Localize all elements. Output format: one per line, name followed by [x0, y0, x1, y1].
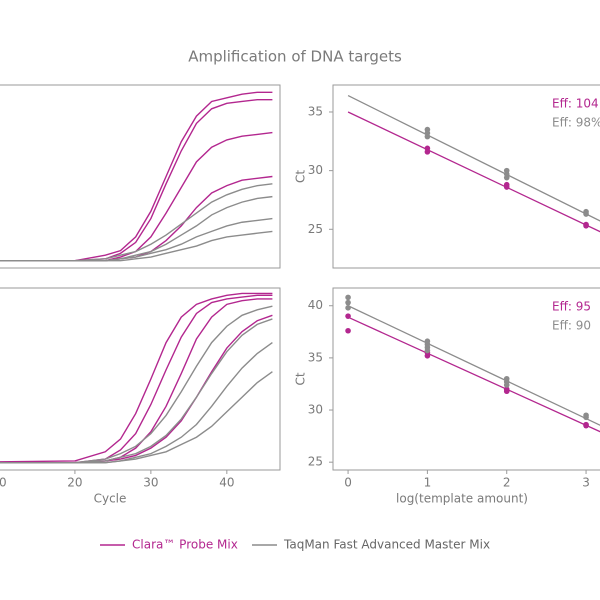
amplification-curve [0, 305, 273, 464]
data-point [345, 313, 351, 319]
data-point [503, 388, 510, 395]
y-tick-label: 40 [308, 298, 323, 312]
fit-line [347, 316, 600, 433]
y-tick-label: 30 [308, 163, 323, 177]
amplification-curve [0, 183, 273, 262]
data-point [583, 211, 589, 217]
amplification-curve [0, 175, 273, 262]
legend-label: TaqMan Fast Advanced Master Mix [283, 538, 490, 552]
figure-title: Amplification of DNA targets [188, 48, 402, 66]
plot-frame [0, 287, 281, 471]
plot-frame [332, 287, 600, 471]
data-point [503, 382, 510, 388]
data-point [583, 222, 589, 229]
x-tick-label: 40 [219, 476, 234, 490]
y-tick-label: 35 [308, 350, 323, 364]
fit-line [347, 305, 600, 426]
data-point [424, 352, 431, 359]
data-point [583, 422, 589, 429]
plot-frame [0, 84, 281, 269]
x-tick-label: 2 [503, 476, 511, 490]
data-point [345, 305, 351, 311]
data-point [583, 414, 589, 421]
fit-line [347, 111, 600, 233]
x-tick-label: 20 [67, 476, 82, 490]
data-point [345, 299, 351, 306]
efficiency-label: Eff: 104 [552, 97, 599, 111]
x-tick-label: 0 [344, 476, 352, 490]
data-point [345, 327, 351, 334]
amplification-curve [0, 294, 273, 464]
data-point [503, 184, 510, 190]
x-tick-label: 3 [582, 476, 590, 490]
data-point [345, 294, 351, 301]
fit-line [347, 94, 600, 222]
amplification-curve [0, 91, 273, 262]
efficiency-label: Eff: 95 [552, 300, 591, 314]
y-tick-label: 30 [308, 403, 323, 417]
efficiency-label: Eff: 90 [552, 319, 591, 333]
data-point [424, 149, 431, 155]
plot-frame [332, 84, 600, 269]
data-point [424, 133, 431, 140]
data-point [503, 174, 510, 181]
x-tick-label: 30 [143, 476, 158, 490]
y-tick-label: 25 [308, 222, 323, 236]
x-axis-label: Cycle [94, 492, 127, 506]
amplification-curve [0, 230, 273, 262]
y-axis-label: Ct [294, 372, 308, 385]
amplification-curve [0, 318, 273, 464]
y-tick-label: 35 [308, 104, 323, 118]
y-axis-label: Ct [294, 170, 308, 183]
legend-label: Clara™ Probe Mix [132, 538, 238, 552]
x-tick-label: 1 [424, 476, 432, 490]
y-tick-label: 25 [308, 455, 323, 469]
amplification-curve [0, 314, 273, 464]
data-point [424, 347, 431, 354]
efficiency-label: Eff: 98% [552, 116, 600, 130]
x-tick-label: 10 [0, 476, 7, 490]
amplification-curve [0, 342, 273, 464]
amplification-curve [0, 292, 273, 463]
x-axis-label: log(template amount) [396, 492, 528, 506]
amplification-curve [0, 371, 273, 464]
